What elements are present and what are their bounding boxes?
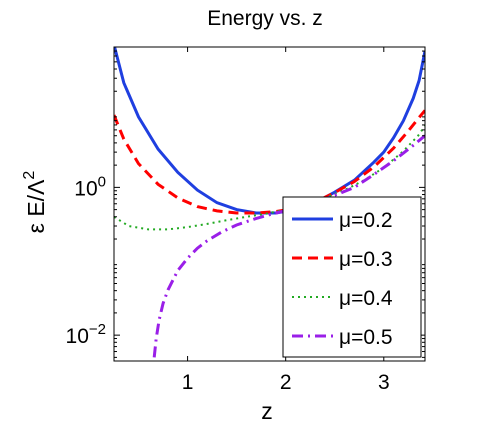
x-tick-label-1: 1 <box>182 371 194 394</box>
legend-label-3: μ=0.4 <box>339 287 393 310</box>
x-tick-label-2: 2 <box>280 371 292 394</box>
y-tick-label-exponent: 0 <box>98 173 106 190</box>
x-axis-label: z <box>261 398 273 424</box>
series-line-2 <box>114 109 425 215</box>
y-tick-label-base: 10 <box>74 177 97 200</box>
legend-label-1: μ=0.2 <box>339 209 393 232</box>
legend: μ=0.2 μ=0.3 μ=0.4 μ=0.5 <box>282 196 422 358</box>
y-axis-label-main: ε E/Λ <box>23 179 49 233</box>
y-tick-label-exponent: −2 <box>89 321 106 338</box>
legend-label-4: μ=0.5 <box>339 326 393 349</box>
y-axis-label: ε E/Λ2 <box>21 171 49 234</box>
y-tick-label-base: 10 <box>66 325 89 348</box>
series-line-4 <box>152 134 425 358</box>
y-tick-label-2: 10−2 <box>66 321 106 348</box>
y-tick-label-1: 100 <box>74 173 106 200</box>
chart-title: Energy vs. z <box>207 7 323 30</box>
legend-label-2: μ=0.3 <box>339 248 393 271</box>
y-axis-label-sup: 2 <box>21 171 38 180</box>
x-tick-label-3: 3 <box>378 371 390 394</box>
legend-box <box>282 196 422 358</box>
